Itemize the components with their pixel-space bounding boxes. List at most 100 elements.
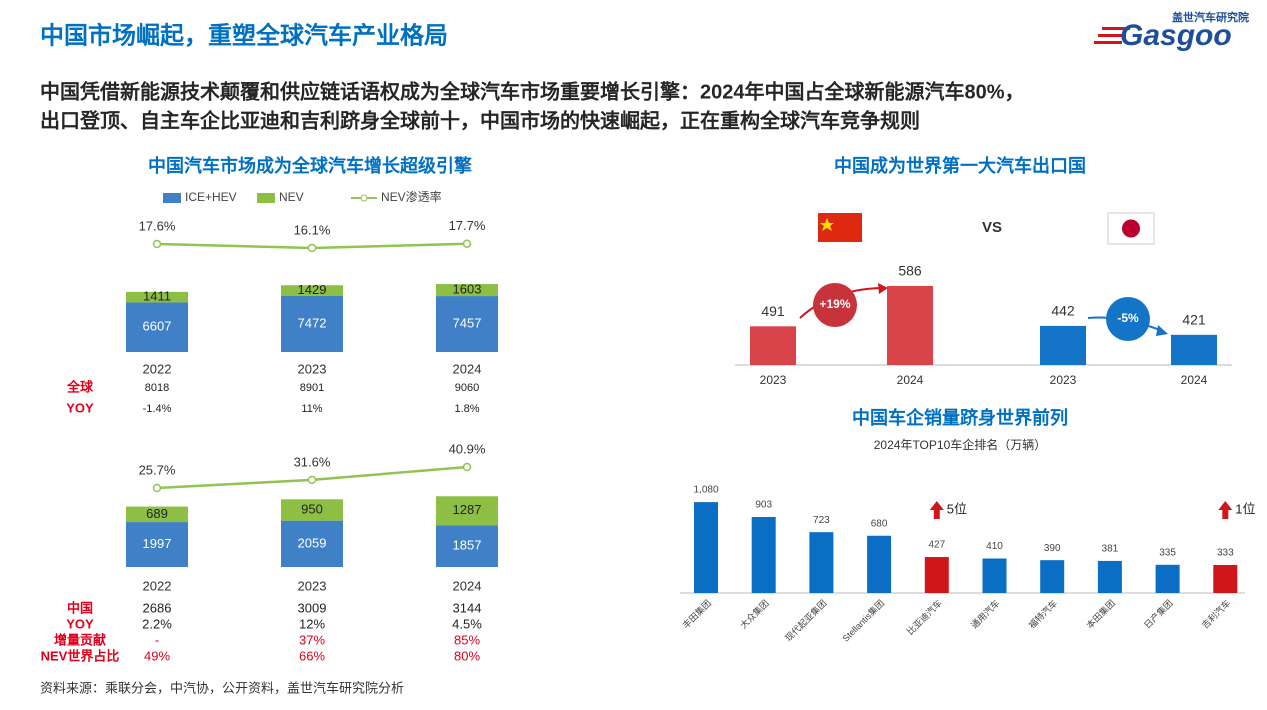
line-point bbox=[307, 475, 317, 485]
bar bbox=[751, 516, 776, 593]
bar-segment bbox=[436, 496, 498, 526]
x-tick-label: 通用汽车 bbox=[968, 597, 1001, 630]
flag-japan bbox=[1107, 212, 1155, 245]
bar bbox=[887, 285, 933, 365]
legend-label: NEV bbox=[279, 190, 304, 204]
x-tick-label: 2024 bbox=[453, 578, 482, 593]
table-cell: 9060 bbox=[455, 382, 479, 394]
bar bbox=[867, 535, 892, 593]
bar-value-label: 1,080 bbox=[693, 485, 718, 496]
x-tick-label: 丰田集团 bbox=[680, 597, 713, 630]
bar-value-label: 335 bbox=[1159, 547, 1176, 558]
bar bbox=[694, 502, 718, 593]
table-cell: 2686 bbox=[143, 600, 172, 615]
vs-label: VS bbox=[982, 219, 1002, 236]
bar-segment bbox=[281, 520, 343, 567]
bar-value-label: 1411 bbox=[143, 289, 171, 304]
table-cell: 85% bbox=[454, 632, 480, 647]
line-point bbox=[462, 462, 472, 472]
x-tick-label: 比亚迪汽车 bbox=[904, 597, 944, 637]
line-value-label: 16.1% bbox=[294, 222, 331, 237]
bar-value-label: 2059 bbox=[298, 535, 327, 550]
table-cell: 12% bbox=[299, 616, 325, 631]
bar-value-label: 586 bbox=[898, 263, 922, 279]
summary-line: 中国凭借新能源技术颠覆和供应链话语权成为全球汽车市场重要增长引擎：2024年中国… bbox=[40, 79, 1025, 103]
x-tick-label: 日产集团 bbox=[1141, 597, 1174, 630]
x-tick-label: 现代起亚集团 bbox=[783, 597, 829, 643]
bar-value-label: 421 bbox=[1182, 312, 1206, 328]
bar-value-label: 1287 bbox=[453, 502, 482, 517]
bar-value-label: 723 bbox=[813, 515, 830, 526]
rank-change-label: 5位 bbox=[947, 501, 967, 516]
bar-value-label: 1603 bbox=[453, 281, 482, 296]
line-value-label: 17.7% bbox=[449, 218, 486, 233]
bar-segment bbox=[126, 302, 188, 352]
x-tick-label: 2024 bbox=[453, 361, 482, 376]
change-badge bbox=[1106, 297, 1150, 341]
line-value-label: 17.6% bbox=[139, 218, 176, 233]
x-tick-label: 2023 bbox=[298, 578, 327, 593]
bar-segment bbox=[281, 285, 343, 296]
bar-value-label: 1857 bbox=[453, 538, 482, 553]
source-note: 资料来源：乘联分会，中汽协，公开资料，盖世汽车研究院分析 bbox=[40, 680, 404, 695]
chart-title: 中国车企销量跻身世界前列 bbox=[852, 407, 1068, 428]
change-label: +19% bbox=[819, 297, 850, 311]
table-cell: 66% bbox=[299, 648, 325, 663]
bar bbox=[1040, 325, 1086, 365]
bar bbox=[1213, 564, 1238, 593]
bar bbox=[982, 558, 1007, 593]
x-tick-label: 2022 bbox=[143, 578, 172, 593]
line-point bbox=[462, 239, 472, 248]
bar-value-label: 442 bbox=[1051, 303, 1075, 319]
bar-segment bbox=[126, 522, 188, 567]
bar-value-label: 381 bbox=[1102, 544, 1119, 555]
table-cell: 4.5% bbox=[452, 616, 482, 631]
bar-value-label: 689 bbox=[146, 506, 168, 521]
bar-value-label: 333 bbox=[1217, 548, 1234, 559]
x-tick-label: 本田集团 bbox=[1084, 597, 1117, 630]
table-cell: 2.2% bbox=[142, 616, 172, 631]
bar-value-label: 410 bbox=[986, 541, 1003, 552]
title: 中国市场崛起，重塑全球汽车产业格局 bbox=[40, 21, 448, 49]
x-tick-label: 大众集团 bbox=[738, 597, 771, 630]
bar-segment bbox=[126, 291, 188, 303]
x-tick-label: 2024 bbox=[1181, 373, 1208, 387]
bar-value-label: 7472 bbox=[298, 315, 327, 330]
up-arrow bbox=[1218, 501, 1233, 519]
bar-segment bbox=[436, 284, 498, 297]
x-tick-label: Stellantis集团 bbox=[840, 597, 886, 643]
bar-value-label: 427 bbox=[928, 540, 945, 551]
table-cell: 80% bbox=[454, 648, 480, 663]
arrow-head bbox=[1156, 325, 1168, 336]
bar bbox=[1097, 560, 1122, 593]
line-value-label: 25.7% bbox=[139, 462, 176, 477]
bar-value-label: 1997 bbox=[143, 536, 172, 551]
x-tick-label: 福特汽车 bbox=[1026, 597, 1059, 630]
table-cell: - bbox=[155, 632, 159, 647]
bar-segment bbox=[281, 295, 343, 352]
row-label: 增量贡献 bbox=[54, 632, 106, 647]
bar bbox=[750, 326, 796, 365]
chart-title: 中国成为世界第一大汽车出口国 bbox=[834, 155, 1086, 176]
table-cell: 1.8% bbox=[454, 403, 479, 415]
flag-china bbox=[818, 213, 862, 242]
summary-line: 出口登顶、自主车企比亚迪和吉利跻身全球前十，中国市场的快速崛起，正在重构全球汽车… bbox=[40, 108, 920, 132]
bar-segment bbox=[126, 506, 188, 523]
change-label: -5% bbox=[1117, 311, 1139, 325]
bar bbox=[1155, 564, 1180, 593]
bar-value-label: 390 bbox=[1044, 543, 1061, 554]
table-cell: 11% bbox=[301, 403, 322, 415]
bar-segment bbox=[436, 525, 498, 567]
legend-label: NEV渗透率 bbox=[381, 189, 442, 204]
arrow-head bbox=[878, 283, 888, 294]
table-cell: 3009 bbox=[298, 600, 327, 615]
x-tick-label: 2023 bbox=[1050, 373, 1077, 387]
legend-swatch bbox=[257, 193, 275, 203]
bar-value-label: 903 bbox=[755, 500, 772, 511]
row-label: 中国 bbox=[67, 600, 93, 615]
chart-title: 中国汽车市场成为全球汽车增长超级引擎 bbox=[148, 155, 472, 176]
line-point bbox=[307, 243, 317, 253]
x-tick-label: 2023 bbox=[760, 373, 787, 387]
